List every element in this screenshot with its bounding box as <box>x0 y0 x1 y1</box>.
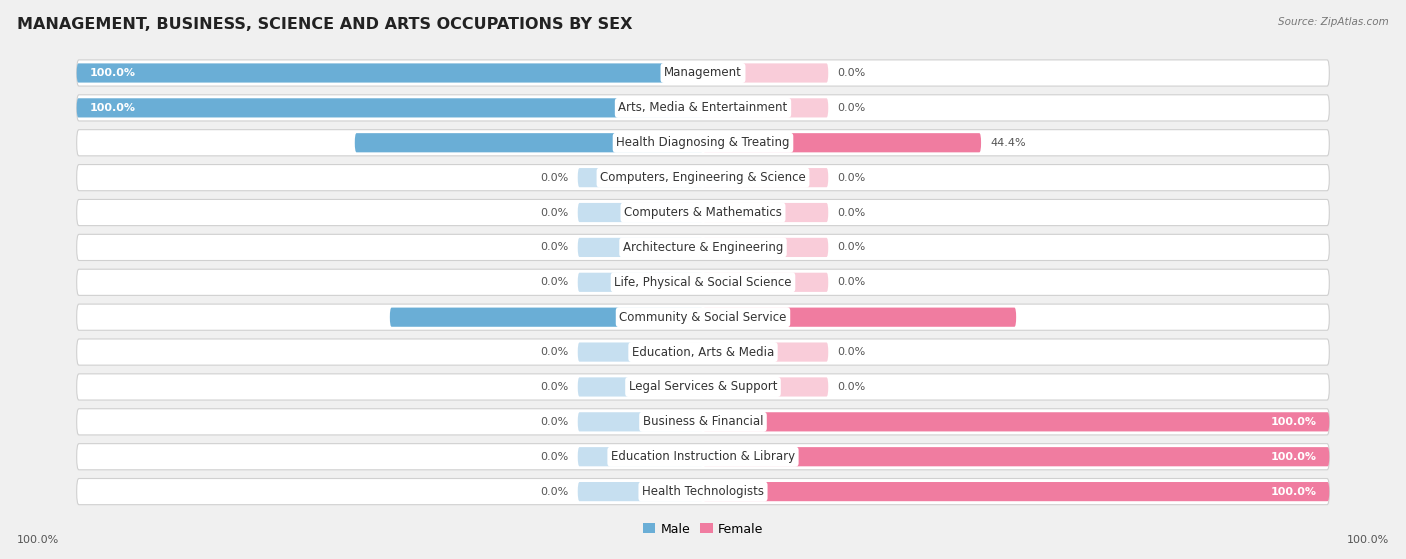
FancyBboxPatch shape <box>703 98 828 117</box>
FancyBboxPatch shape <box>77 374 1329 400</box>
Text: 0.0%: 0.0% <box>540 382 568 392</box>
FancyBboxPatch shape <box>77 479 1329 505</box>
Text: Health Technologists: Health Technologists <box>643 485 763 498</box>
Text: 50.0%: 50.0% <box>1278 312 1317 322</box>
FancyBboxPatch shape <box>703 133 981 153</box>
FancyBboxPatch shape <box>389 307 703 327</box>
Text: 100.0%: 100.0% <box>1347 535 1389 545</box>
FancyBboxPatch shape <box>703 343 828 362</box>
FancyBboxPatch shape <box>578 447 703 466</box>
Text: Architecture & Engineering: Architecture & Engineering <box>623 241 783 254</box>
FancyBboxPatch shape <box>578 412 703 432</box>
Text: 0.0%: 0.0% <box>540 417 568 427</box>
Text: Computers & Mathematics: Computers & Mathematics <box>624 206 782 219</box>
Text: 55.6%: 55.6% <box>89 138 128 148</box>
FancyBboxPatch shape <box>578 343 703 362</box>
Text: 100.0%: 100.0% <box>1271 417 1317 427</box>
Text: Arts, Media & Entertainment: Arts, Media & Entertainment <box>619 101 787 115</box>
FancyBboxPatch shape <box>578 238 703 257</box>
FancyBboxPatch shape <box>77 409 1329 435</box>
FancyBboxPatch shape <box>578 273 703 292</box>
Legend: Male, Female: Male, Female <box>638 518 768 541</box>
FancyBboxPatch shape <box>578 168 703 187</box>
FancyBboxPatch shape <box>703 203 828 222</box>
FancyBboxPatch shape <box>77 60 1329 86</box>
FancyBboxPatch shape <box>703 168 828 187</box>
Text: Business & Financial: Business & Financial <box>643 415 763 428</box>
Text: 44.4%: 44.4% <box>990 138 1026 148</box>
Text: 100.0%: 100.0% <box>1271 486 1317 496</box>
Text: 0.0%: 0.0% <box>540 173 568 183</box>
Text: 0.0%: 0.0% <box>540 486 568 496</box>
FancyBboxPatch shape <box>703 307 1017 327</box>
FancyBboxPatch shape <box>354 133 703 153</box>
Text: 100.0%: 100.0% <box>17 535 59 545</box>
Text: 0.0%: 0.0% <box>540 347 568 357</box>
Text: 0.0%: 0.0% <box>838 382 866 392</box>
FancyBboxPatch shape <box>77 98 703 117</box>
FancyBboxPatch shape <box>77 234 1329 260</box>
FancyBboxPatch shape <box>578 482 703 501</box>
Text: 0.0%: 0.0% <box>540 452 568 462</box>
FancyBboxPatch shape <box>77 200 1329 226</box>
Text: 0.0%: 0.0% <box>540 243 568 253</box>
FancyBboxPatch shape <box>578 203 703 222</box>
FancyBboxPatch shape <box>703 412 1329 432</box>
Text: 0.0%: 0.0% <box>540 207 568 217</box>
Text: Life, Physical & Social Science: Life, Physical & Social Science <box>614 276 792 289</box>
Text: 0.0%: 0.0% <box>838 243 866 253</box>
Text: 0.0%: 0.0% <box>838 347 866 357</box>
Text: Computers, Engineering & Science: Computers, Engineering & Science <box>600 171 806 184</box>
Text: MANAGEMENT, BUSINESS, SCIENCE AND ARTS OCCUPATIONS BY SEX: MANAGEMENT, BUSINESS, SCIENCE AND ARTS O… <box>17 17 633 32</box>
Text: 0.0%: 0.0% <box>838 103 866 113</box>
Text: 100.0%: 100.0% <box>89 68 135 78</box>
Text: Source: ZipAtlas.com: Source: ZipAtlas.com <box>1278 17 1389 27</box>
FancyBboxPatch shape <box>77 339 1329 365</box>
FancyBboxPatch shape <box>77 444 1329 470</box>
FancyBboxPatch shape <box>703 447 1329 466</box>
Text: Health Diagnosing & Treating: Health Diagnosing & Treating <box>616 136 790 149</box>
FancyBboxPatch shape <box>703 482 1329 501</box>
FancyBboxPatch shape <box>703 63 828 83</box>
FancyBboxPatch shape <box>703 377 828 396</box>
FancyBboxPatch shape <box>77 164 1329 191</box>
Text: 0.0%: 0.0% <box>838 173 866 183</box>
Text: 0.0%: 0.0% <box>838 277 866 287</box>
Text: Legal Services & Support: Legal Services & Support <box>628 381 778 394</box>
Text: 100.0%: 100.0% <box>1271 452 1317 462</box>
Text: 0.0%: 0.0% <box>838 68 866 78</box>
FancyBboxPatch shape <box>77 304 1329 330</box>
Text: Management: Management <box>664 67 742 79</box>
Text: 50.0%: 50.0% <box>89 312 128 322</box>
FancyBboxPatch shape <box>703 238 828 257</box>
FancyBboxPatch shape <box>77 95 1329 121</box>
Text: Education Instruction & Library: Education Instruction & Library <box>612 450 794 463</box>
Text: 0.0%: 0.0% <box>838 207 866 217</box>
FancyBboxPatch shape <box>578 377 703 396</box>
Text: Community & Social Service: Community & Social Service <box>619 311 787 324</box>
Text: Education, Arts & Media: Education, Arts & Media <box>631 345 775 358</box>
FancyBboxPatch shape <box>77 269 1329 295</box>
Text: 0.0%: 0.0% <box>540 277 568 287</box>
FancyBboxPatch shape <box>77 63 703 83</box>
Text: 100.0%: 100.0% <box>89 103 135 113</box>
FancyBboxPatch shape <box>77 130 1329 156</box>
FancyBboxPatch shape <box>703 273 828 292</box>
